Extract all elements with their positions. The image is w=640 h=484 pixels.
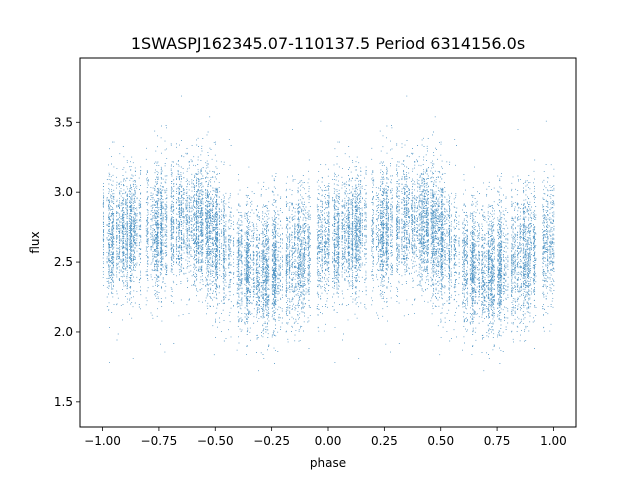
x-tick-label: 0.75: [484, 434, 511, 448]
x-tick-label: −0.50: [197, 434, 234, 448]
x-axis-label: phase: [310, 456, 346, 470]
scatter-points: [102, 95, 555, 372]
x-tick-label: 0.00: [315, 434, 342, 448]
chart-title: 1SWASPJ162345.07-110137.5 Period 6314156…: [131, 34, 525, 53]
x-tick-label: 0.50: [427, 434, 454, 448]
y-axis: 1.5 2.0 2.5 3.0 3.5: [54, 115, 80, 409]
x-axis: −1.00 −0.75 −0.50 −0.25 0.00 0.25 0.50 0.75 1.00: [84, 427, 567, 448]
data-points: [102, 95, 555, 372]
y-tick-label: 2.5: [54, 255, 73, 269]
y-tick-label: 3.5: [54, 115, 73, 129]
x-tick-label: −0.25: [253, 434, 290, 448]
x-tick-label: −0.75: [141, 434, 178, 448]
y-tick-label: 1.5: [54, 395, 73, 409]
y-tick-label: 2.0: [54, 325, 73, 339]
x-tick-label: −1.00: [84, 434, 121, 448]
x-tick-label: 0.25: [371, 434, 398, 448]
y-tick-label: 3.0: [54, 185, 73, 199]
y-axis-label: flux: [28, 231, 42, 253]
x-tick-label: 1.00: [540, 434, 567, 448]
